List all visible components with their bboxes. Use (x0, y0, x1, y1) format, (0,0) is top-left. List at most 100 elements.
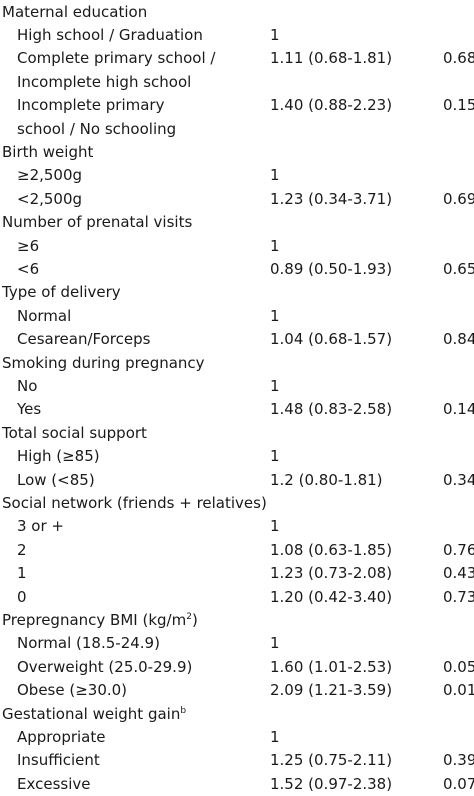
label-text: Total social support (2, 423, 147, 442)
table-row: Normal (18.5-24.9) 1 (0, 632, 474, 655)
table-row: Incomplete primary 1.40 (0.88-2.23) 0.15 (0, 94, 474, 117)
superscript: b (180, 705, 187, 716)
section-header-row: Total social support (0, 422, 474, 445)
section-header-row: Smoking during pregnancy (0, 352, 474, 375)
odds-ratio-cell: 1.23 (0.34-3.71) (270, 189, 393, 208)
section-title: Birth weight (2, 141, 93, 164)
label-text: Complete primary school / (17, 49, 216, 68)
table-row: High (≥85) 1 (0, 445, 474, 468)
odds-ratio-cell: 1 (270, 236, 280, 255)
row-label: 2 (17, 539, 27, 562)
table-row: <6 0.89 (0.50-1.93) 0.65 (0, 258, 474, 281)
label-text: Cesarean/Forceps (17, 330, 151, 349)
table-row: High school / Graduation 1 (0, 24, 474, 47)
row-label: ≥2,500g (17, 164, 82, 187)
p-value-cell: 0.84 (443, 330, 474, 349)
label-text: Incomplete primary (17, 96, 165, 115)
odds-ratio-cell: 1 (270, 447, 280, 466)
section-header-row: Social network (friends + relatives) (0, 492, 474, 515)
section-title: Number of prenatal visits (2, 211, 192, 234)
row-label: Appropriate (17, 726, 105, 749)
label-text: Obese (≥30.0) (17, 681, 128, 700)
row-label: No (17, 375, 37, 398)
label-text: Appropriate (17, 727, 106, 746)
table-row: school / No schooling (0, 118, 474, 141)
p-value-cell: 0.76 (443, 540, 474, 559)
p-value-cell: 0.43 (443, 564, 474, 583)
section-title: Type of delivery (2, 281, 121, 304)
row-label: Cesarean/Forceps (17, 328, 150, 351)
row-label: <2,500g (17, 188, 82, 211)
table-row: 2 1.08 (0.63-1.85) 0.76 (0, 539, 474, 562)
p-value-cell: 0.07 (443, 774, 474, 793)
odds-ratio-cell: 1 (270, 517, 280, 536)
table-row: ≥6 1 (0, 235, 474, 258)
label-text: Gestational weight gain (2, 704, 181, 723)
odds-ratio-cell: 1.08 (0.63-1.85) (270, 540, 393, 559)
odds-ratio-cell: 1.60 (1.01-2.53) (270, 657, 393, 676)
section-header-row: Number of prenatal visits (0, 211, 474, 234)
table-row: Low (<85) 1.2 (0.80-1.81) 0.34 (0, 469, 474, 492)
label-text: Normal (17, 306, 72, 325)
label-text: school / No schooling (17, 119, 177, 138)
table-row: No 1 (0, 375, 474, 398)
row-label: 0 (17, 586, 27, 609)
odds-ratio-cell: 0.89 (0.50-1.93) (270, 259, 393, 278)
label-text: Incomplete high school (17, 72, 192, 91)
p-value-cell: 0.73 (443, 587, 474, 606)
p-value-cell: 0.05 (443, 657, 474, 676)
table-row: <2,500g 1.23 (0.34-3.71) 0.69 (0, 188, 474, 211)
odds-ratio-cell: 2.09 (1.21-3.59) (270, 681, 393, 700)
row-label: Obese (≥30.0) (17, 679, 127, 702)
p-value-cell: 0.39 (443, 751, 474, 770)
p-value-cell: 0.68 (443, 49, 474, 68)
row-label: <6 (17, 258, 39, 281)
row-label: Yes (17, 398, 41, 421)
label-text: Prepregnancy BMI (kg/m (2, 610, 187, 629)
p-value-cell: 0.01 (443, 681, 474, 700)
label-text: Type of delivery (2, 283, 121, 302)
section-title: Total social support (2, 422, 147, 445)
section-header-row: Maternal education (0, 1, 474, 24)
odds-ratio-cell: 1.04 (0.68-1.57) (270, 330, 393, 349)
row-label: Low (<85) (17, 469, 95, 492)
odds-ratio-cell: 1.52 (0.97-2.38) (270, 774, 393, 793)
odds-ratio-cell: 1 (270, 25, 280, 44)
p-value-cell: 0.14 (443, 400, 474, 419)
row-label: Complete primary school / (17, 47, 215, 70)
row-label: school / No schooling (17, 118, 176, 141)
label-text: ≥6 (17, 236, 40, 255)
label-text: 0 (17, 587, 27, 606)
odds-ratio-cell: 1.11 (0.68-1.81) (270, 49, 393, 68)
row-label: ≥6 (17, 235, 39, 258)
label-text: High (≥85) (17, 447, 100, 466)
section-title: Maternal education (2, 1, 147, 24)
row-label: Insufficient (17, 749, 100, 772)
table-row: Yes 1.48 (0.83-2.58) 0.14 (0, 398, 474, 421)
p-value-cell: 0.65 (443, 259, 474, 278)
label-text: Maternal education (2, 2, 148, 21)
p-value-cell: 0.69 (443, 189, 474, 208)
table-row: 3 or + 1 (0, 515, 474, 538)
row-label: Incomplete primary (17, 94, 164, 117)
label-text: <2,500g (17, 189, 83, 208)
label-text: 1 (17, 564, 27, 583)
odds-ratio-cell: 1 (270, 306, 280, 325)
section-title: Smoking during pregnancy (2, 352, 205, 375)
label-text: Smoking during pregnancy (2, 353, 205, 372)
table-row: Complete primary school / 1.11 (0.68-1.81… (0, 47, 474, 70)
section-header-row: Prepregnancy BMI (kg/m2) (0, 609, 474, 632)
row-label: Overweight (25.0-29.9) (17, 656, 192, 679)
label-text: No (17, 376, 38, 395)
label-text: 3 or + (17, 517, 64, 536)
table-row: Excessive 1.52 (0.97-2.38) 0.07 (0, 773, 474, 796)
label-text: Birth weight (2, 142, 94, 161)
table-row: ≥2,500g 1 (0, 164, 474, 187)
label-text: Excessive (17, 774, 91, 793)
section-title: Prepregnancy BMI (kg/m2) (2, 609, 198, 632)
section-title: Gestational weight gainb (2, 703, 186, 726)
table-row: Normal 1 (0, 305, 474, 328)
odds-ratio-cell: 1.40 (0.88-2.23) (270, 96, 393, 115)
row-label: High (≥85) (17, 445, 100, 468)
section-header-row: Gestational weight gainb (0, 703, 474, 726)
